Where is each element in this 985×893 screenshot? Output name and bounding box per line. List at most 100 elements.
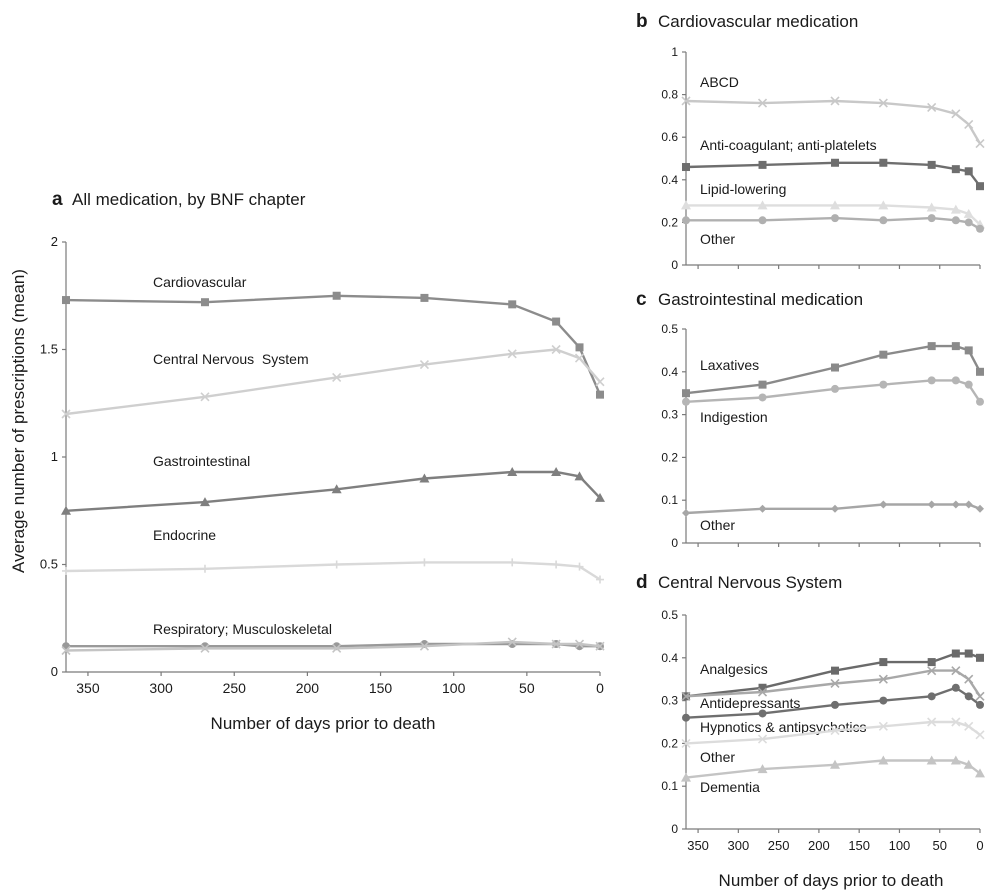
panel-a-label-cardiovascular: Cardiovascular — [153, 274, 247, 290]
x-tick-label: 350 — [76, 680, 100, 696]
data-point — [963, 759, 974, 769]
data-point — [963, 208, 974, 218]
data-point — [575, 343, 584, 352]
data-point — [757, 764, 768, 774]
data-point — [975, 768, 985, 778]
series-indigestion — [682, 376, 984, 406]
panel-a-plot: 0 0.5 1 1.5 2 350 300 250 200 150 100 50 0 — [40, 234, 605, 696]
data-point — [926, 755, 937, 765]
data-point — [681, 691, 691, 701]
data-point — [878, 674, 888, 684]
x-tick-label: 0 — [976, 838, 983, 853]
data-point — [596, 575, 604, 584]
data-point — [332, 560, 341, 569]
panel-c-plot: 0 0.1 0.2 0.3 0.4 0.5 — [661, 322, 984, 550]
panel-d-title: Central Nervous System — [658, 573, 842, 592]
y-tick-label: 1.5 — [40, 342, 58, 357]
data-point — [758, 393, 767, 402]
data-point — [976, 700, 984, 709]
data-point — [950, 204, 961, 214]
y-tick-label: 0.5 — [661, 322, 678, 336]
x-tick-label: 150 — [369, 680, 393, 696]
data-point — [595, 641, 605, 651]
x-tick-label: 150 — [848, 838, 870, 853]
data-point — [757, 687, 768, 697]
data-point — [878, 721, 888, 731]
data-point — [927, 214, 936, 223]
data-point — [830, 200, 841, 210]
data-point — [976, 504, 984, 513]
data-point — [927, 666, 937, 676]
panel-c: c Gastrointestinal medication Laxatives … — [636, 289, 863, 533]
data-point — [595, 492, 605, 502]
x-tick-label: 50 — [519, 680, 535, 696]
data-point — [951, 109, 961, 119]
data-point — [879, 658, 888, 667]
panel-a-label-endocrine: Endocrine — [153, 527, 216, 543]
data-point — [199, 497, 210, 507]
data-point — [831, 214, 840, 223]
panel-a-label-cns: Central Nervous System — [153, 351, 309, 367]
data-point — [61, 645, 71, 656]
x-tick-label: 300 — [728, 838, 750, 853]
data-point — [964, 167, 973, 176]
series-line — [65, 640, 601, 652]
y-tick-label: 0.2 — [661, 215, 678, 229]
panel-c-label-laxatives: Laxatives — [700, 357, 759, 373]
y-tick-label: 0.2 — [661, 450, 678, 464]
data-point — [681, 738, 691, 748]
panel-d-letter: d — [636, 572, 648, 593]
data-point — [975, 730, 985, 740]
data-point — [758, 683, 767, 692]
y-tick-label: 0 — [671, 258, 678, 272]
x-tick-label: 250 — [768, 838, 790, 853]
y-tick-label: 2 — [51, 234, 58, 249]
panel-a-ylabel: Average number of prescriptions (mean) — [9, 269, 28, 573]
panel-c-letter: c — [636, 289, 647, 310]
series-gastrointestinal — [61, 467, 605, 515]
data-point — [200, 643, 210, 653]
panel-d-xlabel: Number of days prior to death — [719, 871, 944, 890]
data-point — [682, 509, 690, 518]
data-point — [508, 558, 517, 567]
y-tick-label: 0.6 — [661, 130, 678, 144]
panel-d-label-dementia: Dementia — [700, 779, 760, 795]
data-point — [927, 658, 936, 667]
series-line — [65, 348, 601, 416]
x-tick-label: 200 — [808, 838, 830, 853]
data-point — [927, 376, 936, 385]
data-point — [976, 182, 984, 191]
panel-c-label-indigestion: Indigestion — [700, 409, 768, 425]
y-tick-label: 0 — [671, 536, 678, 550]
data-point — [964, 346, 973, 355]
data-point — [200, 564, 209, 573]
series-line — [65, 470, 601, 512]
data-point — [951, 666, 961, 676]
data-point — [758, 160, 767, 169]
data-point — [831, 384, 840, 393]
data-point — [507, 349, 517, 359]
data-point — [964, 674, 974, 684]
data-point — [507, 467, 518, 477]
data-point — [927, 102, 937, 112]
y-tick-label: 0.1 — [661, 493, 678, 507]
data-point — [575, 562, 584, 571]
panel-b-letter: b — [636, 11, 648, 32]
y-tick-label: 1 — [51, 449, 58, 464]
data-point — [419, 641, 430, 651]
series-other — [682, 214, 984, 233]
series-line — [65, 294, 602, 396]
data-point — [951, 342, 960, 351]
data-point — [964, 119, 974, 129]
y-tick-label: 0.1 — [661, 779, 678, 793]
series-laxatives — [682, 342, 984, 398]
data-point — [975, 139, 985, 149]
data-point — [682, 713, 690, 722]
y-tick-label: 0 — [671, 822, 678, 836]
data-point — [927, 500, 936, 509]
panel-b-label-anticoagulant: Anti-coagulant; anti-platelets — [700, 137, 877, 153]
panel-b-plot: 0 0.2 0.4 0.6 0.8 1 — [661, 45, 985, 272]
panel-a: a All medication, by BNF chapter Average… — [9, 189, 435, 733]
data-point — [879, 500, 888, 509]
